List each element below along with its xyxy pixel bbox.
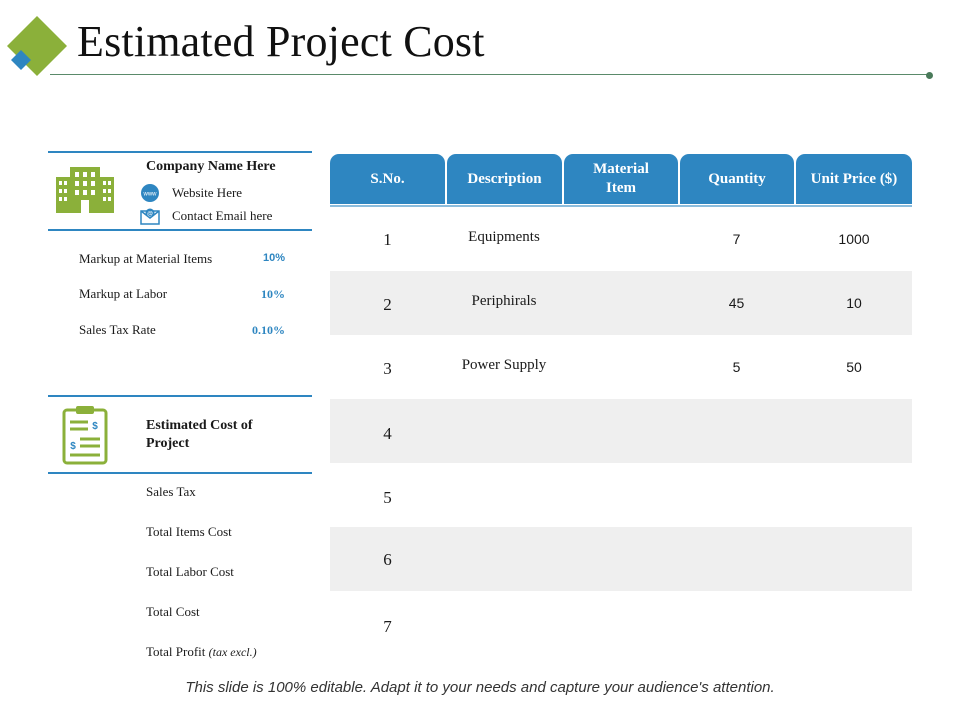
company-name: Company Name Here <box>146 159 276 174</box>
row-2-quantity: 45 <box>728 295 745 311</box>
title-underline <box>50 74 930 75</box>
email-icon-text: @ <box>147 212 153 218</box>
building-icon <box>56 167 114 213</box>
header-sno: S.No. <box>330 154 445 204</box>
website-icon-text: www <box>143 192 158 198</box>
row-7-sno: 7 <box>383 617 392 636</box>
total-labor-cost-label: Total Labor Cost <box>146 564 234 579</box>
row-3-description: Power Supply <box>461 357 547 373</box>
row-1-unit-price: 1000 <box>838 231 870 247</box>
row-6-sno: 6 <box>383 550 392 569</box>
green-diamond-shape <box>7 16 67 76</box>
total-profit-note: (tax excl.) <box>208 645 257 659</box>
clipboard-dollar-icon: $ $ <box>62 406 108 465</box>
row-2-description: Periphirals <box>471 293 537 309</box>
title-underline-dot <box>926 72 933 79</box>
footer-note: This slide is 100% editable. Adapt it to… <box>185 679 775 696</box>
website-icon: www <box>141 184 159 202</box>
row-4-sno: 4 <box>383 424 392 443</box>
sales-tax-rate-value: 0.10% <box>252 323 285 337</box>
row-5-sno: 5 <box>383 488 392 507</box>
markup-material-value: 10% <box>262 252 285 264</box>
markup-material-label: Markup at Material Items <box>79 251 213 266</box>
markup-labor-value: 10% <box>261 287 285 301</box>
row-2-sno: 2 <box>383 295 392 314</box>
row-3-quantity: 5 <box>732 359 741 375</box>
row-1-quantity: 7 <box>732 231 741 247</box>
email-icon: @ <box>140 208 160 225</box>
estimate-bottom-rule <box>48 472 312 474</box>
company-top-rule <box>48 151 312 153</box>
total-profit-text: Total Profit <box>146 644 206 659</box>
email-text[interactable]: Contact Email here <box>172 208 273 223</box>
row-1-description: Equipments <box>468 229 540 245</box>
blue-diamond-shape <box>11 50 31 70</box>
header-unit-price: Unit Price ($) <box>796 154 912 204</box>
markup-labor-label: Markup at Labor <box>79 286 168 301</box>
row-1-sno: 1 <box>383 230 392 249</box>
estimate-top-rule <box>48 395 312 397</box>
header-description: Description <box>447 154 562 204</box>
title-diamond-decoration <box>7 16 67 76</box>
svg-text:$: $ <box>70 441 76 452</box>
total-profit-label: Total Profit (tax excl.) <box>146 644 257 660</box>
email-row: @ Contact Email here <box>140 206 272 226</box>
website-text[interactable]: Website Here <box>172 185 243 200</box>
header-quantity: Quantity <box>680 154 794 204</box>
row-2-unit-price: 10 <box>846 295 862 311</box>
total-items-cost-label: Total Items Cost <box>146 524 232 539</box>
website-row: www Website Here <box>140 183 242 203</box>
header-underline <box>330 205 912 207</box>
row-3-sno: 3 <box>383 359 392 378</box>
row-stripe-4 <box>330 399 912 463</box>
estimated-cost-title: Estimated Cost of Project <box>146 418 253 451</box>
header-material-item: Material Item <box>564 154 678 204</box>
row-stripe-6 <box>330 527 912 591</box>
svg-text:$: $ <box>92 421 98 432</box>
page-title: Estimated Project Cost <box>77 17 485 66</box>
sales-tax-rate-label: Sales Tax Rate <box>79 322 156 337</box>
total-cost-label: Total Cost <box>146 604 200 619</box>
sales-tax-label: Sales Tax <box>146 484 196 499</box>
row-stripe-2 <box>330 271 912 335</box>
row-3-unit-price: 50 <box>846 359 862 375</box>
company-bottom-rule <box>48 229 312 231</box>
